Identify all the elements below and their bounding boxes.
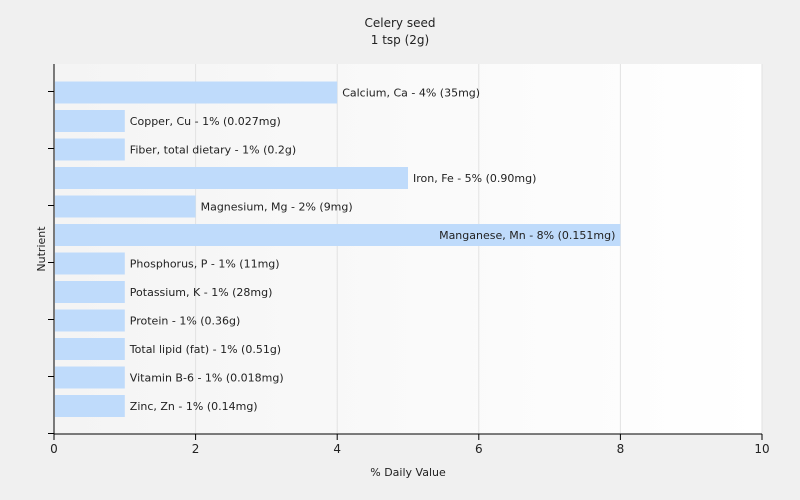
bar [55,309,125,332]
x-tick-label: 10 [754,442,769,456]
bar-label: Fiber, total dietary - 1% (0.2g) [130,144,296,157]
bar [55,81,338,104]
bar [55,252,125,275]
gridlines [195,64,763,434]
chart-title: Celery seed [365,16,436,30]
x-tick-label: 0 [50,442,58,456]
bar-label: Vitamin B-6 - 1% (0.018mg) [130,372,284,385]
bar-label: Magnesium, Mg - 2% (9mg) [201,201,353,214]
bar-label: Potassium, K - 1% (28mg) [130,286,273,299]
bar-labels: Calcium, Ca - 4% (35mg) Copper, Cu - 1% (… [129,87,616,414]
bar-label: Iron, Fe - 5% (0.90mg) [413,172,536,185]
bars [55,81,621,417]
x-tick-label: 2 [192,442,200,456]
plot-area [54,64,762,434]
x-tick-label: 8 [617,442,625,456]
y-axis-title: Nutrient [35,226,48,272]
bar [55,395,125,417]
chart-subtitle: 1 tsp (2g) [371,33,429,47]
bar [55,338,125,360]
bar [55,366,125,389]
bar [55,224,621,246]
x-tick-label: 4 [333,442,341,456]
bar-label: Zinc, Zn - 1% (0.14mg) [130,400,258,413]
bar-label: Calcium, Ca - 4% (35mg) [342,87,480,100]
bar-label: Total lipid (fat) - 1% (0.51g) [129,343,281,356]
bar-label: Protein - 1% (0.36g) [130,315,241,328]
bar [55,281,125,303]
x-tick-label: 6 [475,442,483,456]
bar [55,167,408,189]
x-axis-title: % Daily Value [370,466,446,479]
axes: 0 2 4 6 8 10 [48,64,770,456]
bar [55,195,196,218]
bar-label: Copper, Cu - 1% (0.027mg) [130,115,281,128]
bar-label: Phosphorus, P - 1% (11mg) [130,258,280,271]
bar [55,110,125,132]
bar-label: Manganese, Mn - 8% (0.151mg) [439,229,615,242]
bar [55,138,125,161]
